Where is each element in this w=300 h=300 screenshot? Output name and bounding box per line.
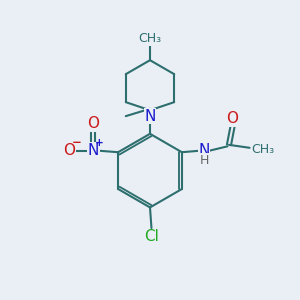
Text: −: −: [71, 136, 81, 149]
Text: O: O: [226, 111, 238, 126]
Text: CH₃: CH₃: [251, 143, 274, 156]
Text: O: O: [63, 143, 75, 158]
Text: +: +: [95, 138, 104, 148]
Text: CH₃: CH₃: [138, 32, 162, 46]
Text: N: N: [198, 143, 210, 158]
Text: O: O: [87, 116, 99, 131]
Text: N: N: [87, 143, 99, 158]
Text: H: H: [200, 154, 209, 167]
Text: Cl: Cl: [144, 230, 159, 244]
Text: N: N: [144, 109, 156, 124]
